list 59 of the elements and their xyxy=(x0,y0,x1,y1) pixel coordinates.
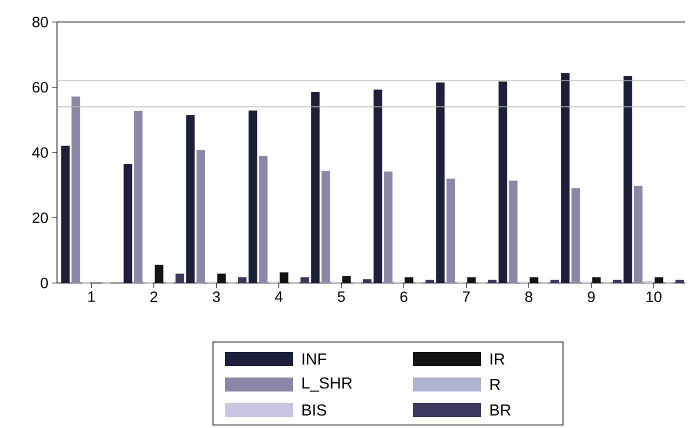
bar xyxy=(498,82,508,284)
bar xyxy=(446,178,455,284)
x-tick-label: 10 xyxy=(646,292,662,302)
bar xyxy=(550,280,559,284)
bar xyxy=(248,110,258,284)
bar xyxy=(612,280,622,284)
bar xyxy=(124,164,132,284)
legend-label: R xyxy=(490,379,500,390)
bar xyxy=(61,146,70,284)
x-tick-label: 9 xyxy=(588,292,595,302)
bar xyxy=(488,280,496,284)
bar xyxy=(404,277,414,284)
x-tick-label: 1 xyxy=(88,292,95,302)
x-tick-label: 2 xyxy=(150,292,158,302)
bar xyxy=(561,73,570,284)
bar xyxy=(280,272,288,284)
x-tick-label: 7 xyxy=(462,292,470,302)
y-tick-label: 80 xyxy=(32,16,48,28)
bar xyxy=(374,90,382,284)
y-tick-label: 20 xyxy=(32,212,48,224)
legend-label: INF xyxy=(302,354,326,364)
bar xyxy=(634,186,642,284)
bar xyxy=(342,276,351,284)
legend-label: L_SHR xyxy=(302,377,352,392)
y-tick-label: 0 xyxy=(40,278,48,288)
bar xyxy=(186,115,195,284)
legend-label: BR xyxy=(490,404,511,416)
legend-label: BIS xyxy=(302,404,326,416)
bar xyxy=(384,172,393,284)
y-tick-label: 40 xyxy=(32,147,48,158)
bar xyxy=(196,150,206,284)
x-tick-label: 6 xyxy=(400,292,408,302)
bar xyxy=(530,277,538,284)
bar xyxy=(624,76,632,284)
bar xyxy=(508,180,518,284)
bar xyxy=(72,96,80,284)
bar xyxy=(322,170,330,284)
bar xyxy=(217,274,226,284)
x-tick-label: 8 xyxy=(525,292,532,302)
bar xyxy=(592,277,601,284)
bar xyxy=(154,264,164,284)
bar xyxy=(176,274,184,284)
bar xyxy=(134,110,143,284)
bar xyxy=(238,277,247,284)
bar xyxy=(300,277,310,284)
bar xyxy=(654,277,664,284)
x-tick-label: 5 xyxy=(338,292,345,302)
x-tick-label: 3 xyxy=(212,292,220,302)
bar xyxy=(467,277,476,284)
bar xyxy=(571,188,580,284)
legend-label: IR xyxy=(490,354,504,364)
bar xyxy=(425,280,434,284)
bar xyxy=(675,280,684,284)
bar xyxy=(311,92,320,284)
x-tick-label: 4 xyxy=(275,292,283,302)
bar xyxy=(362,279,372,284)
bar xyxy=(436,82,445,284)
y-tick-label: 60 xyxy=(32,82,48,93)
bar xyxy=(259,156,268,284)
